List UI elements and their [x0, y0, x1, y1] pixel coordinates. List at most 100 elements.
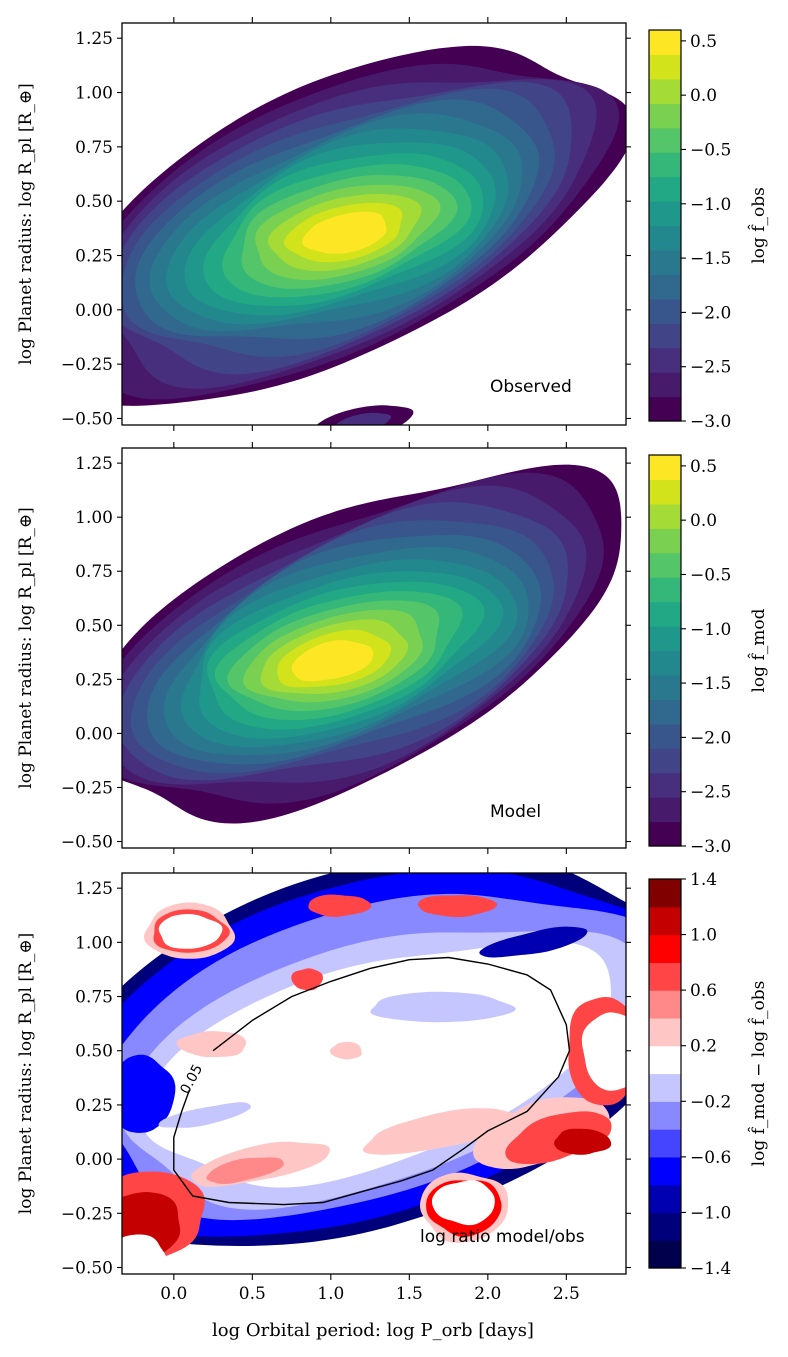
colorbar-level-observed — [649, 372, 681, 398]
y-axis-observed: −0.50 −0.25 0.00 0.25 0.50 0.75 1.00 1.25 log Pl… — [16, 29, 631, 429]
colorbar-tick-label-model: −3.0 — [690, 837, 731, 857]
colorbar-level-observed — [649, 347, 681, 373]
x-tick-label: 2.0 — [474, 1284, 501, 1304]
colorbar-level-observed — [649, 249, 681, 275]
colorbar-tick-label-model: −1.0 — [690, 620, 731, 640]
colorbar-level-observed — [649, 176, 681, 202]
y-tick-label-model: −0.25 — [61, 778, 113, 798]
plot-area-ratio — [121, 872, 627, 1275]
colorbar-level-model — [649, 528, 681, 554]
density-field-ratio — [122, 873, 626, 1274]
colorbar-tick-label-observed: −0.5 — [690, 140, 731, 160]
colorbar-level-observed — [649, 78, 681, 104]
y-tick-label-model: 0.50 — [75, 616, 113, 636]
density-field-model — [122, 464, 622, 824]
colorbar-level-model — [649, 699, 681, 725]
colorbar-tick-label-observed: −1.5 — [690, 249, 731, 269]
colorbar-level-observed — [649, 396, 681, 422]
y-axis-ratio: −0.50 −0.25 0.00 0.25 0.50 0.75 1.00 1.25 log Pl… — [16, 879, 631, 1278]
annotation-observed: Observed — [490, 377, 572, 397]
colorbar-level-observed — [649, 225, 681, 251]
ratio-feature — [370, 991, 516, 1023]
colorbar-level-model — [649, 601, 681, 627]
colorbar-level-model — [649, 674, 681, 700]
colorbar-level-model — [649, 479, 681, 505]
plot-area-observed — [121, 22, 627, 426]
ratio-feature — [291, 968, 323, 991]
y-tick-label-observed: 0.00 — [75, 301, 113, 321]
x-tick-label: 2.5 — [553, 1284, 580, 1304]
annotation-ratio: log ratio model/obs — [420, 1227, 585, 1247]
colorbar-observed: 0.5 0.0 −0.5 −1.0 −1.5 −2.0 −2.5 −3.0 log f̂_obs — [648, 29, 769, 432]
colorbar-level-model — [649, 455, 681, 481]
panel-observed: −0.50 −0.25 0.00 0.25 0.50 0.75 1.00 1.25 log Pl… — [16, 17, 769, 432]
colorbar-tick-label-model: 0.5 — [690, 457, 717, 477]
x-axis-ratio: 0.0 0.5 1.0 1.5 2.0 2.5 — [160, 867, 580, 1304]
x-axis-label: log Orbital period: log P_orb [days] — [212, 1320, 534, 1341]
y-tick-label-observed: −0.25 — [61, 355, 113, 375]
ratio-feature — [581, 1012, 626, 1091]
x-ticks-observed — [173, 17, 567, 431]
y-axis-label-ratio: log Planet radius: log R_pl [R_⊕] — [16, 933, 36, 1214]
colorbar-level-model — [649, 821, 681, 847]
x-ticks-model — [173, 442, 567, 854]
y-tick-label-ratio: 1.25 — [75, 879, 113, 899]
colorbar-label-ratio: log f̂_mod − log f̂_obs — [748, 981, 769, 1167]
colorbar-tick-label-model: −0.5 — [690, 565, 731, 585]
y-tick-label-observed: 0.25 — [75, 247, 113, 267]
colorbar-level-observed — [649, 201, 681, 227]
ratio-feature — [308, 894, 372, 917]
colorbar-tick-label-observed: 0.5 — [690, 32, 717, 52]
colorbar-level-model — [649, 503, 681, 529]
colorbar-label-model: log f̂_mod — [748, 608, 769, 692]
contour-line — [173, 956, 571, 1206]
y-tick-label-model: 0.75 — [75, 562, 113, 582]
colorbar-level-ratio — [649, 1045, 681, 1075]
y-tick-label-observed: −0.50 — [61, 409, 113, 429]
y-tick-label-ratio: −0.50 — [61, 1258, 113, 1278]
colorbar-tick-label-ratio: −1.4 — [690, 1259, 731, 1279]
ratio-feature — [158, 1102, 251, 1128]
y-axis-label-observed: log Planet radius: log R_pl [R_⊕] — [16, 83, 36, 364]
ratio-feature — [431, 1180, 495, 1226]
panel-model: −0.50 −0.25 0.00 0.25 0.50 0.75 1.00 1.25 log Pl… — [16, 442, 769, 857]
colorbar-level-ratio — [649, 962, 681, 991]
colorbar-tick-label-model: 0.0 — [690, 511, 717, 531]
colorbar-frame-model — [648, 454, 682, 847]
colorbar-tick-label-observed: −1.0 — [690, 195, 731, 215]
x-tick-label: 1.0 — [317, 1284, 344, 1304]
colorbar-ratio: 1.4 1.0 0.6 0.2 −0.2 −0.6 −1.0 −1.4 log f̂_mod −… — [648, 870, 769, 1279]
density-lobe-observed — [335, 412, 391, 425]
colorbar-tick-label-ratio: 1.4 — [690, 870, 717, 890]
density-field-observed — [122, 45, 626, 425]
colorbar-level-ratio — [649, 1184, 681, 1214]
plot-area-model — [121, 447, 627, 849]
colorbar-tick-label-observed: −2.0 — [690, 303, 731, 323]
y-tick-label-ratio: −0.25 — [61, 1204, 113, 1224]
colorbar-level-observed — [649, 54, 681, 80]
colorbar-level-observed — [649, 323, 681, 349]
colorbar-level-observed — [649, 127, 681, 153]
colorbar-frame-ratio — [648, 878, 682, 1269]
y-tick-label-observed: 1.25 — [75, 29, 113, 49]
axes-frame-ratio — [121, 872, 627, 1275]
colorbar-tick-label-ratio: −0.2 — [690, 1092, 731, 1112]
colorbar-level-model — [649, 772, 681, 798]
colorbar-level-ratio — [649, 1101, 681, 1130]
colorbar-level-ratio — [649, 934, 681, 963]
y-tick-label-model: 0.00 — [75, 724, 113, 744]
colorbar-tick-label-model: −2.0 — [690, 728, 731, 748]
colorbar-level-ratio — [649, 1073, 681, 1102]
colorbar-tick-label-ratio: −0.6 — [690, 1148, 731, 1168]
colorbar-tick-label-observed: −2.5 — [690, 358, 731, 378]
colorbar-level-ratio — [649, 1017, 681, 1047]
colorbar-tick-label-ratio: 0.2 — [690, 1037, 717, 1057]
colorbar-level-model — [649, 650, 681, 676]
colorbar-tick-label-observed: −3.0 — [690, 412, 731, 432]
y-tick-label-observed: 0.50 — [75, 192, 113, 212]
colorbar-level-model — [649, 626, 681, 652]
ratio-feature — [329, 1042, 362, 1060]
ratio-feature — [362, 1108, 522, 1155]
x-tick-label: 0.0 — [160, 1284, 187, 1304]
density-level-observed — [302, 211, 387, 254]
